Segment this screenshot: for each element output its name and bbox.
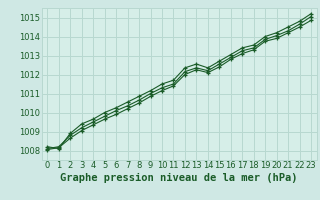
X-axis label: Graphe pression niveau de la mer (hPa): Graphe pression niveau de la mer (hPa) xyxy=(60,173,298,183)
